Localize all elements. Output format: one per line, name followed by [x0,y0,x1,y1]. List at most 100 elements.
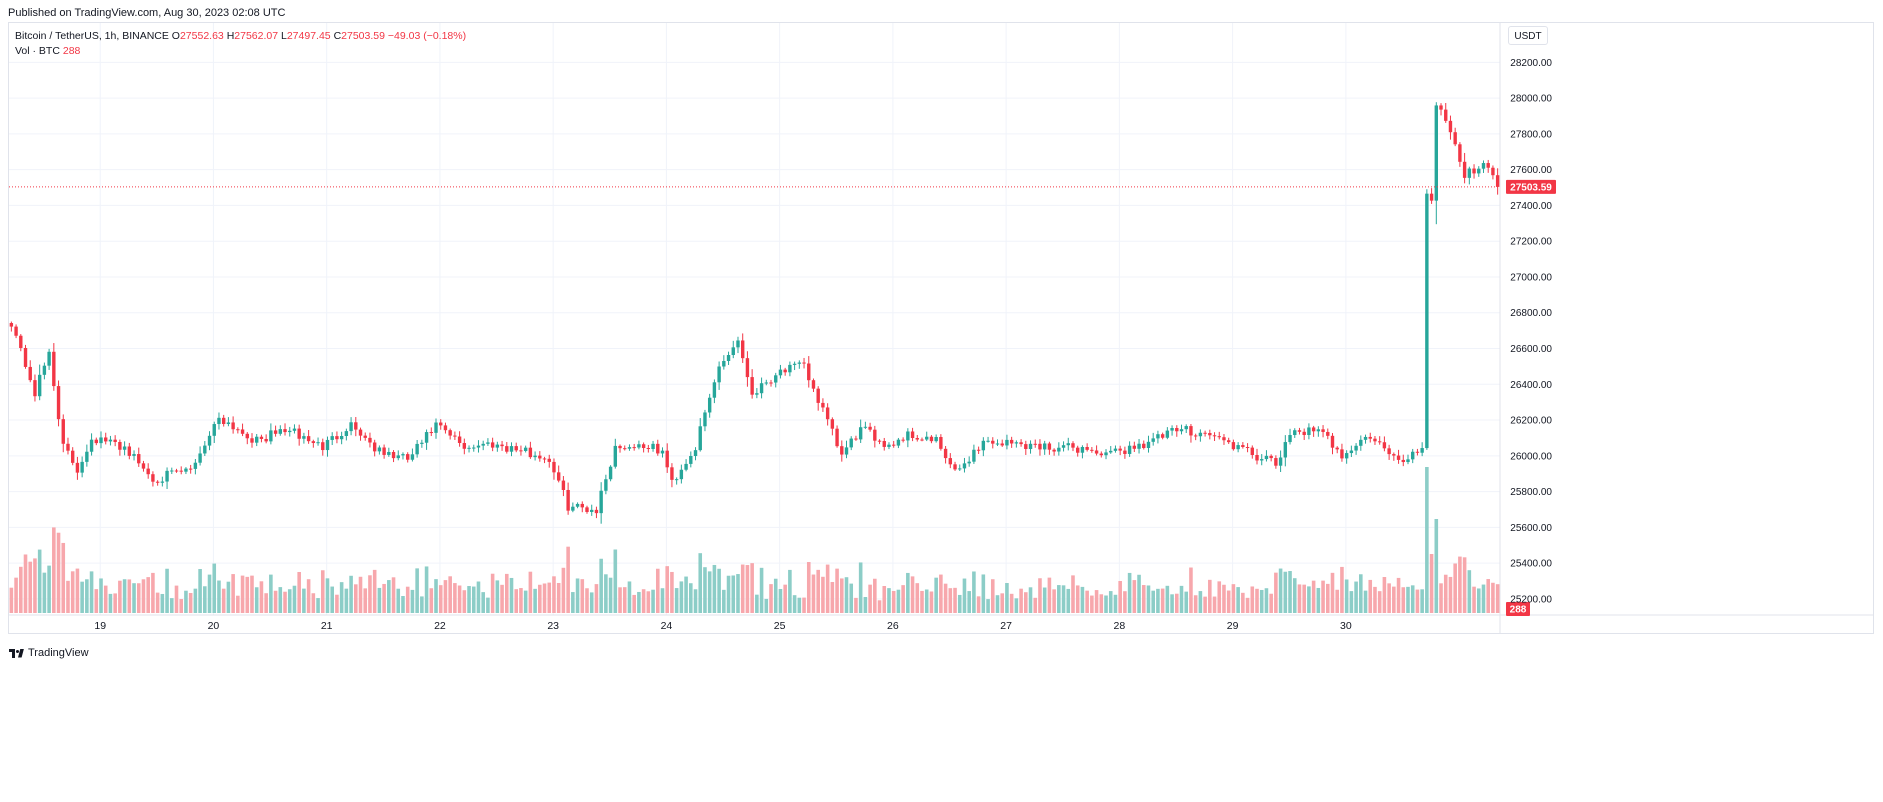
volume-bar [957,594,962,613]
volume-bar [684,576,688,613]
volume-bar [1019,588,1023,613]
volume-bar [203,586,207,613]
candle-body [1392,454,1396,456]
volume-label: Vol · BTC [15,45,60,57]
volume-bar [302,588,306,613]
volume-bar [278,587,283,613]
candle-body [689,456,693,464]
candle-body [571,506,575,511]
candle-body [231,422,235,430]
volume-bar [1160,588,1165,613]
volume-bar [1090,595,1094,613]
volume-bar [1368,579,1373,613]
volume-bar [655,568,660,613]
candle-body [1236,445,1240,450]
open-label: O [171,30,180,42]
price-tick-label: 26400.00 [1510,380,1552,391]
candle-body [736,340,740,348]
volume-bar [448,576,452,613]
volume-bar [297,571,301,613]
volume-bar [188,592,193,613]
candle-body [830,419,835,429]
candle-body [448,430,452,436]
candle-body [1151,438,1155,442]
volume-bar [1410,585,1415,613]
candle-body [500,444,504,447]
volume-bar [1085,590,1089,613]
candle-body [934,437,938,442]
candle-body [1231,442,1236,450]
candle-body [604,479,608,491]
last-price-tag [1506,179,1556,194]
candle-body [179,470,183,472]
candle-body [1472,168,1476,174]
tradingview-logo[interactable]: TradingView [9,647,89,659]
candle-body [1000,443,1004,446]
volume-bar [523,590,528,613]
volume-bar [122,579,127,613]
volume-bar [764,598,769,613]
volume-bar [1288,571,1292,613]
candle-body [1061,445,1066,448]
volume-bar [943,583,948,613]
open-value: 27552.63 [179,30,224,42]
candle-body [1321,429,1325,432]
candle-body [47,351,51,366]
volume-bar [679,581,684,613]
volume-bar [1189,567,1193,613]
candle-body [1387,448,1391,455]
candle-body [920,439,924,441]
volume-bar [136,583,141,613]
candle-body [406,454,410,460]
volume-bar [99,578,103,613]
volume-bar [174,585,179,613]
candle-body [1160,434,1165,438]
candle-body [292,428,297,431]
volume-bar [1467,570,1472,613]
volume-bar [490,573,495,613]
currency-button[interactable]: USDT [1508,26,1548,45]
volume-bar [1439,583,1443,613]
volume-bar [1259,589,1264,613]
volume-bar [1075,585,1080,613]
volume-bar [1491,582,1495,613]
candle-body [472,447,476,449]
candle-body [594,509,599,514]
volume-bar [396,588,401,613]
volume-bar [504,573,509,613]
candle-body [127,446,132,456]
candle-body [1179,429,1184,432]
volume-bar [1269,593,1273,613]
volume-bar [1415,589,1420,613]
candle-body [1052,449,1056,452]
candle-body [693,450,698,457]
volume-bar [1099,594,1104,613]
candle-body [434,422,438,433]
candle-body [599,490,603,514]
candle-body [302,436,306,439]
candle-body [1245,447,1250,449]
volume-bar [707,571,712,613]
volume-bar [967,591,971,613]
volume-bar [495,580,500,613]
candle-body [1208,432,1212,436]
volume-bar [1066,588,1071,613]
candle-body [533,455,537,458]
candle-body [731,347,735,356]
candle-body [1057,447,1061,452]
volume-bar [797,597,802,613]
candle-body [344,431,349,437]
volume-bar [712,564,717,613]
time-tick-label: 22 [434,620,446,632]
volume-bar [19,566,23,613]
volume-bar [717,568,721,613]
volume-bar [250,575,254,613]
volume-bar [212,563,217,613]
candle-body [325,439,330,451]
volume-bar [514,589,519,613]
volume-bar [75,568,80,613]
candle-body [410,454,415,460]
volume-bar [1443,574,1448,613]
volume-bar [1429,554,1434,613]
